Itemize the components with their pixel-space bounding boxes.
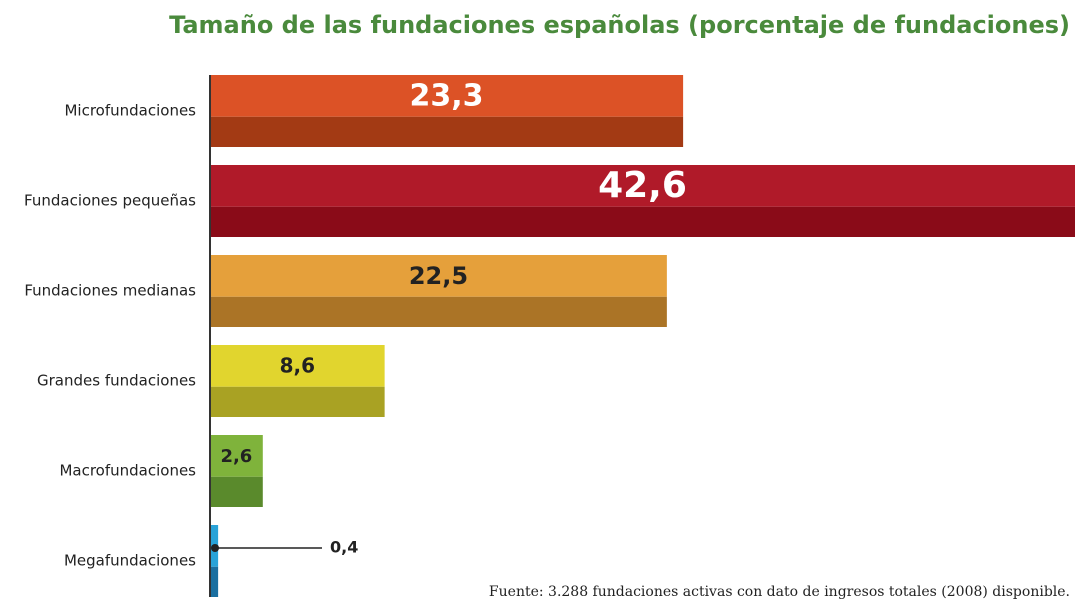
value-label: 0,4 [330,538,358,557]
category-label: Fundaciones medianas [24,282,196,300]
bar [210,525,219,597]
category-label: Grandes fundaciones [37,372,196,390]
bar [210,255,667,327]
chart-title: Tamaño de las fundaciones españolas (por… [169,11,1070,39]
value-label: 2,6 [220,446,252,467]
category-label: Microfundaciones [64,102,196,120]
bar [210,345,385,417]
bar [210,435,263,507]
category-label: Megafundaciones [64,552,196,570]
source-note: Fuente: 3.288 fundaciones activas con da… [489,584,1070,599]
value-label: 8,6 [280,354,315,378]
bar [210,75,684,147]
value-label: 22,5 [409,262,468,290]
leader-dot [211,544,219,552]
bar [210,165,1075,237]
category-label: Macrofundaciones [59,462,196,480]
value-label: 23,3 [410,79,484,114]
value-label: 42,6 [598,165,687,206]
category-label: Fundaciones pequeñas [24,192,196,210]
